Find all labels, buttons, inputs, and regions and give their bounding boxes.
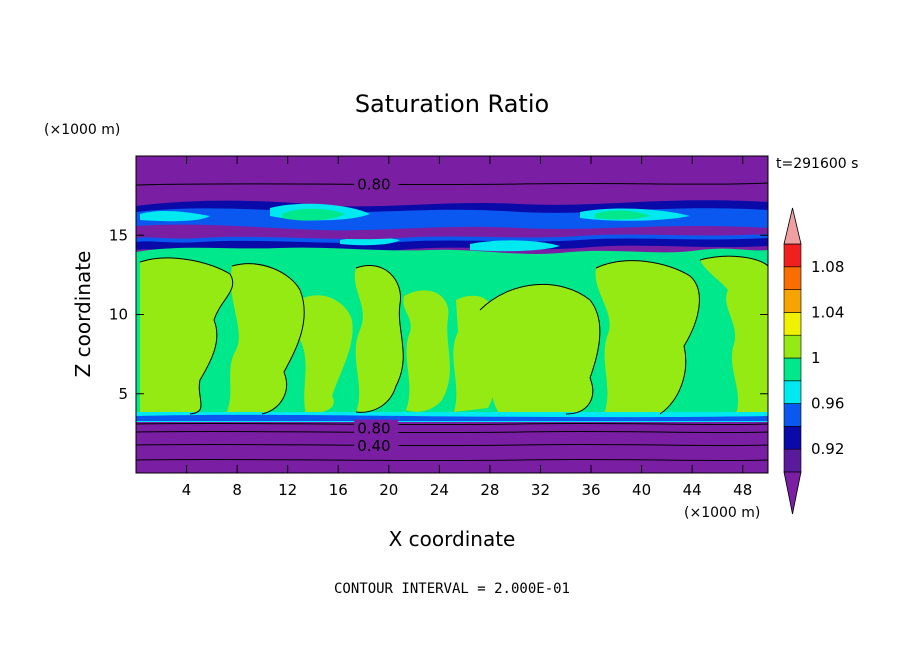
y-axis-unit: (×1000 m) — [44, 122, 120, 138]
chart-title: Saturation Ratio — [355, 90, 549, 118]
colorbar-segment — [783, 380, 802, 404]
x-tick-label: 40 — [632, 481, 651, 499]
colorbar-tick-label: 0.96 — [811, 395, 844, 413]
colorbar-segment — [783, 334, 802, 359]
contour-interval-note: CONTOUR INTERVAL = 2.000E-01 — [334, 581, 570, 597]
x-axis-unit: (×1000 m) — [684, 505, 760, 521]
x-tick-label: 24 — [430, 481, 449, 499]
x-tick-label: 36 — [581, 481, 600, 499]
x-tick-label: 4 — [182, 481, 192, 499]
colorbar-under-arrow — [783, 471, 802, 515]
x-tick-label: 44 — [683, 481, 702, 499]
colorbar-segment — [783, 243, 802, 268]
colorbar-tick-label: 1.04 — [811, 303, 844, 321]
x-tick-label: 8 — [232, 481, 242, 499]
contour-label: 0.80 — [357, 176, 390, 194]
colorbar-segment — [783, 448, 802, 473]
blue-boundary — [136, 414, 768, 421]
x-tick-label: 16 — [329, 481, 348, 499]
x-tick-label: 12 — [278, 481, 297, 499]
contour-label-bg — [354, 437, 399, 454]
y-axis-ticks: 5 10 15 — [109, 226, 768, 403]
colorbar-segment — [783, 312, 802, 336]
colorbar-segment — [783, 266, 802, 290]
colorbar-over-arrow — [783, 207, 802, 245]
upper-green-patches — [282, 208, 650, 221]
colorbar-tick-label: 1.08 — [811, 258, 844, 276]
contour-label: 0.80 — [357, 420, 390, 438]
x-tick-label: 32 — [531, 481, 550, 499]
contour-plot — [136, 156, 768, 473]
colorbar: 0.92 0.96 1 1.04 1.08 — [783, 207, 844, 515]
contour-label: 0.40 — [357, 437, 390, 455]
colorbar-segment — [783, 426, 802, 450]
y-tick-label: 15 — [109, 226, 128, 244]
time-label: t=291600 s — [776, 156, 858, 172]
colorbar-segment — [783, 403, 802, 427]
colorbar-segment — [783, 357, 802, 382]
x-axis-ticks: 4 8 12 16 20 24 28 32 36 40 44 48 — [182, 156, 752, 499]
upper-purple-bands — [136, 224, 768, 240]
colorbar-tick-label: 0.92 — [811, 440, 844, 458]
x-tick-label: 28 — [480, 481, 499, 499]
x-axis-label: X coordinate — [389, 527, 516, 551]
contour-labels: 0.800.800.40 — [354, 175, 399, 455]
upper-cyan-patches — [140, 203, 690, 252]
y-tick-label: 5 — [118, 385, 128, 403]
lime-regions — [140, 256, 768, 414]
contour-lines — [136, 182, 768, 462]
x-tick-label: 48 — [733, 481, 752, 499]
x-tick-label: 20 — [379, 481, 398, 499]
y-tick-label: 10 — [109, 306, 128, 324]
y-axis-label: Z coordinate — [71, 251, 95, 378]
colorbar-segment — [783, 289, 802, 313]
colorbar-tick-label: 1 — [811, 349, 821, 367]
contour-label-bg — [354, 419, 399, 436]
contour-label-bg — [354, 175, 399, 192]
